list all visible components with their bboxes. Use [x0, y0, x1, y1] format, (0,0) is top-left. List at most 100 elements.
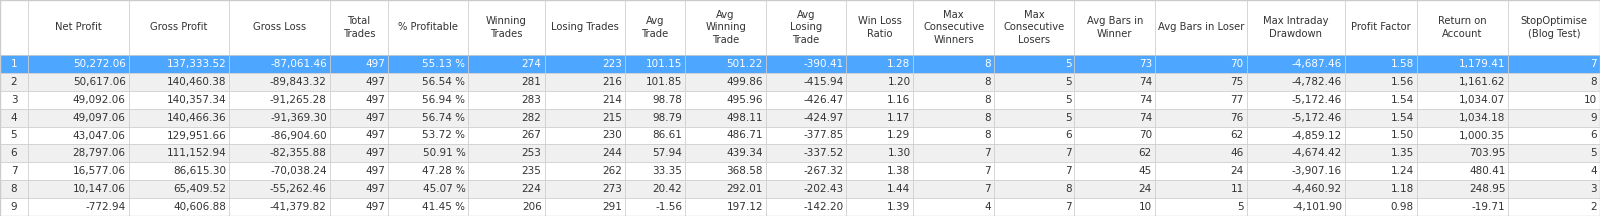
Text: 497: 497 — [365, 130, 386, 140]
Bar — [914, 109, 994, 127]
Bar — [1346, 145, 1416, 162]
Text: 497: 497 — [365, 166, 386, 176]
Text: 1.29: 1.29 — [888, 130, 910, 140]
Text: 283: 283 — [522, 95, 541, 105]
Text: -424.97: -424.97 — [803, 113, 843, 123]
Text: 8: 8 — [984, 59, 990, 69]
Text: 703.95: 703.95 — [1469, 148, 1506, 158]
Text: 1,034.07: 1,034.07 — [1459, 95, 1506, 105]
Bar — [994, 0, 1075, 55]
Bar — [0, 198, 27, 216]
Bar — [1346, 91, 1416, 109]
Bar — [1416, 73, 1509, 91]
Bar — [1155, 198, 1246, 216]
Text: 11: 11 — [1230, 184, 1243, 194]
Text: 273: 273 — [602, 184, 622, 194]
Text: 497: 497 — [365, 184, 386, 194]
Text: 33.35: 33.35 — [653, 166, 682, 176]
Bar — [914, 162, 994, 180]
Text: 140,466.36: 140,466.36 — [166, 113, 226, 123]
Bar — [846, 55, 914, 73]
Bar — [914, 180, 994, 198]
Bar — [469, 0, 544, 55]
Bar — [766, 91, 846, 109]
Text: -82,355.88: -82,355.88 — [270, 148, 326, 158]
Text: 4: 4 — [1590, 166, 1597, 176]
Bar — [229, 91, 330, 109]
Text: 216: 216 — [602, 77, 622, 87]
Bar — [544, 91, 626, 109]
Bar — [387, 162, 469, 180]
Text: 8: 8 — [984, 95, 990, 105]
Bar — [1075, 73, 1155, 91]
Text: Avg
Trade: Avg Trade — [642, 16, 669, 39]
Text: Max
Consecutive
Winners: Max Consecutive Winners — [923, 10, 984, 45]
Bar — [1416, 162, 1509, 180]
Bar — [1346, 162, 1416, 180]
Bar — [544, 0, 626, 55]
Bar — [1155, 0, 1246, 55]
Bar — [544, 55, 626, 73]
Text: 8: 8 — [984, 130, 990, 140]
Bar — [685, 0, 766, 55]
Text: Win Loss
Ratio: Win Loss Ratio — [858, 16, 902, 39]
Bar — [128, 0, 229, 55]
Text: -1.56: -1.56 — [656, 202, 682, 212]
Bar — [766, 73, 846, 91]
Bar — [1075, 91, 1155, 109]
Text: 282: 282 — [522, 113, 541, 123]
Text: 43,047.06: 43,047.06 — [72, 130, 125, 140]
Bar — [387, 91, 469, 109]
Bar — [469, 73, 544, 91]
Bar — [685, 145, 766, 162]
Bar — [1416, 127, 1509, 145]
Bar — [994, 109, 1075, 127]
Text: 1.38: 1.38 — [888, 166, 910, 176]
Text: 274: 274 — [522, 59, 541, 69]
Text: 140,460.38: 140,460.38 — [166, 77, 226, 87]
Text: -70,038.24: -70,038.24 — [270, 166, 326, 176]
Text: 1.16: 1.16 — [888, 95, 910, 105]
Bar — [685, 180, 766, 198]
Bar — [685, 198, 766, 216]
Text: -390.41: -390.41 — [803, 59, 843, 69]
Text: 7: 7 — [984, 184, 990, 194]
Bar — [1416, 0, 1509, 55]
Bar — [229, 145, 330, 162]
Bar — [469, 162, 544, 180]
Text: 1.54: 1.54 — [1390, 113, 1414, 123]
Text: 86,615.30: 86,615.30 — [173, 166, 226, 176]
Text: 1,000.35: 1,000.35 — [1459, 130, 1506, 140]
Bar — [387, 127, 469, 145]
Bar — [1509, 127, 1600, 145]
Text: -415.94: -415.94 — [803, 77, 843, 87]
Text: 262: 262 — [602, 166, 622, 176]
Text: 497: 497 — [365, 113, 386, 123]
Bar — [626, 73, 685, 91]
Text: 7: 7 — [984, 148, 990, 158]
Bar — [1509, 73, 1600, 91]
Bar — [685, 109, 766, 127]
Bar — [1509, 55, 1600, 73]
Text: 1.58: 1.58 — [1390, 59, 1414, 69]
Bar — [685, 91, 766, 109]
Text: -86,904.60: -86,904.60 — [270, 130, 326, 140]
Bar — [469, 109, 544, 127]
Bar — [469, 198, 544, 216]
Bar — [229, 0, 330, 55]
Bar — [1346, 180, 1416, 198]
Bar — [1346, 0, 1416, 55]
Text: 1.44: 1.44 — [888, 184, 910, 194]
Bar — [1416, 109, 1509, 127]
Text: Avg Bars in
Winner: Avg Bars in Winner — [1086, 16, 1142, 39]
Bar — [1509, 91, 1600, 109]
Bar — [330, 162, 387, 180]
Text: 6: 6 — [1590, 130, 1597, 140]
Bar — [387, 180, 469, 198]
Bar — [1075, 127, 1155, 145]
Bar — [229, 127, 330, 145]
Bar — [1246, 145, 1346, 162]
Text: 70: 70 — [1139, 130, 1152, 140]
Text: -267.32: -267.32 — [803, 166, 843, 176]
Bar — [469, 180, 544, 198]
